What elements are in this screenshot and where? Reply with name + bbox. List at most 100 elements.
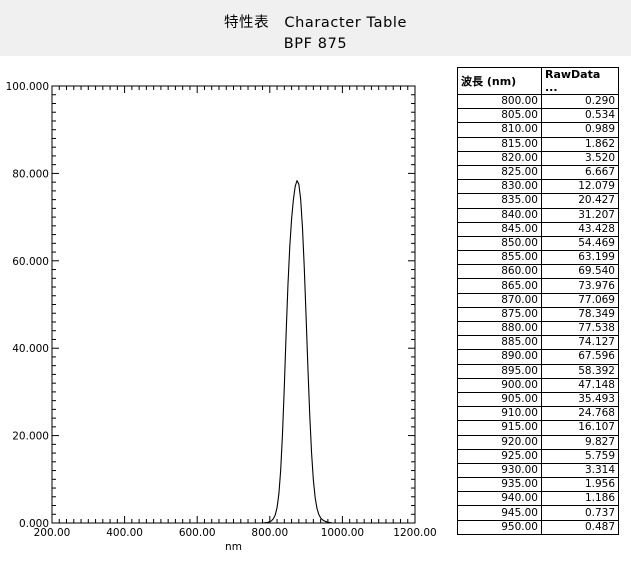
wavelength-cell: 850.00 [457, 235, 542, 252]
rawdata-cell: 78.349 [541, 306, 619, 323]
wavelength-cell: 855.00 [457, 250, 542, 266]
rawdata-cell: 67.596 [541, 349, 619, 365]
rawdata-cell: 31.207 [541, 207, 619, 223]
wavelength-cell: 890.00 [457, 349, 542, 365]
table-row: 925.00 5.759 [457, 448, 619, 464]
rawdata-cell: 77.069 [541, 292, 619, 308]
table-row: 900.00 47.148 [457, 377, 619, 393]
table-row: 800.00 0.290 [457, 93, 619, 110]
table-row: 805.00 0.534 [457, 108, 619, 124]
wavelength-cell: 900.00 [457, 377, 542, 393]
wavelength-cell: 835.00 [457, 193, 542, 209]
wavelength-cell: 810.00 [457, 122, 542, 138]
rawdata-cell: 77.538 [541, 320, 619, 337]
x-tick-label: 400.00 [106, 527, 143, 539]
x-tick-label: 1000.00 [321, 527, 364, 539]
x-tick-label: 1200.00 [393, 527, 436, 539]
table-header-row: 波長 (nm) RawData ... [457, 67, 619, 95]
rawdata-cell: 0.290 [541, 93, 619, 110]
wavelength-cell: 820.00 [457, 150, 542, 166]
wavelength-cell: 805.00 [457, 108, 542, 124]
rawdata-cell: 43.428 [541, 221, 619, 237]
y-tick-label: 80.000 [12, 168, 49, 180]
table-row: 840.00 31.207 [457, 207, 619, 223]
table-row: 905.00 35.493 [457, 391, 619, 408]
y-tick-label: 20.000 [12, 431, 49, 443]
wavelength-cell: 945.00 [457, 505, 542, 521]
wavelength-cell: 845.00 [457, 221, 542, 237]
wavelength-cell: 905.00 [457, 391, 542, 408]
table-row: 930.00 3.314 [457, 462, 619, 479]
wavelength-cell: 910.00 [457, 406, 542, 422]
rawdata-cell: 9.827 [541, 434, 619, 450]
wavelength-cell: 875.00 [457, 306, 542, 323]
table-row: 855.00 63.199 [457, 250, 619, 266]
x-axis-label: nm [225, 541, 242, 553]
rawdata-cell: 16.107 [541, 420, 619, 436]
rawdata-cell: 0.989 [541, 122, 619, 138]
table-row: 915.00 16.107 [457, 420, 619, 436]
rawdata-cell: 1.862 [541, 136, 619, 152]
plot-frame [51, 85, 416, 524]
rawdata-cell: 0.737 [541, 505, 619, 521]
table-row: 885.00 74.127 [457, 335, 619, 351]
table-row: 945.00 0.737 [457, 505, 619, 521]
wavelength-cell: 830.00 [457, 179, 542, 195]
x-tick-label: 800.00 [251, 527, 288, 539]
rawdata-cell: 54.469 [541, 235, 619, 252]
wavelength-cell: 865.00 [457, 278, 542, 294]
table-row: 835.00 20.427 [457, 193, 619, 209]
title-banner [0, 0, 631, 56]
rawdata-cell: 3.314 [541, 462, 619, 479]
column-header-wavelength: 波長 (nm) [457, 67, 542, 95]
table-body: 800.00 0.290 805.00 0.534 810.00 0.989 815.00 1… [457, 93, 619, 535]
rawdata-cell: 69.540 [541, 264, 619, 280]
table-row: 910.00 24.768 [457, 406, 619, 422]
table-row: 850.00 54.469 [457, 235, 619, 252]
table-row: 860.00 69.540 [457, 264, 619, 280]
y-tick-label: 100.000 [6, 81, 49, 93]
table-row: 845.00 43.428 [457, 221, 619, 237]
chart-title: 特性表 Character Table [223, 15, 408, 31]
transmission-chart: 200.00 400.00 600.00 800.00 1000.00 1200.00 0.… [6, 81, 437, 553]
rawdata-cell: 20.427 [541, 193, 619, 209]
rawdata-cell: 35.493 [541, 391, 619, 408]
wavelength-cell: 940.00 [457, 491, 542, 507]
wavelength-cell: 885.00 [457, 335, 542, 351]
chart-subtitle: BPF 875 [283, 36, 348, 52]
wavelength-cell: 815.00 [457, 136, 542, 152]
table-row: 830.00 12.079 [457, 179, 619, 195]
table-row: 920.00 9.827 [457, 434, 619, 450]
table-row: 950.00 0.487 [457, 519, 619, 535]
rawdata-cell: 12.079 [541, 179, 619, 195]
rawdata-cell: 3.520 [541, 150, 619, 166]
wavelength-cell: 800.00 [457, 93, 542, 110]
data-table: 波長 (nm) RawData ... 800.00 0.290 805.00 0.53… [457, 67, 619, 535]
table-row: 895.00 58.392 [457, 363, 619, 379]
table-row: 815.00 1.862 [457, 136, 619, 152]
table-row: 890.00 67.596 [457, 349, 619, 365]
table-row: 935.00 1.956 [457, 477, 619, 493]
table-row: 865.00 73.976 [457, 278, 619, 294]
wavelength-cell: 935.00 [457, 477, 542, 493]
column-header-rawdata: RawData ... [541, 67, 619, 95]
rawdata-cell: 58.392 [541, 363, 619, 379]
y-tick-label: 60.000 [12, 256, 49, 268]
table-row: 810.00 0.989 [457, 122, 619, 138]
table-row: 875.00 78.349 [457, 306, 619, 323]
wavelength-cell: 920.00 [457, 434, 542, 450]
rawdata-cell: 73.976 [541, 278, 619, 294]
wavelength-cell: 870.00 [457, 292, 542, 308]
rawdata-cell: 63.199 [541, 250, 619, 266]
wavelength-cell: 860.00 [457, 264, 542, 280]
table-row: 820.00 3.520 [457, 150, 619, 166]
rawdata-cell: 0.487 [541, 519, 619, 535]
rawdata-cell: 74.127 [541, 335, 619, 351]
table-row: 870.00 77.069 [457, 292, 619, 308]
wavelength-cell: 950.00 [457, 519, 542, 535]
rawdata-cell: 47.148 [541, 377, 619, 393]
rawdata-cell: 5.759 [541, 448, 619, 464]
rawdata-cell: 1.956 [541, 477, 619, 493]
wavelength-cell: 880.00 [457, 320, 542, 337]
series-line [262, 180, 332, 524]
